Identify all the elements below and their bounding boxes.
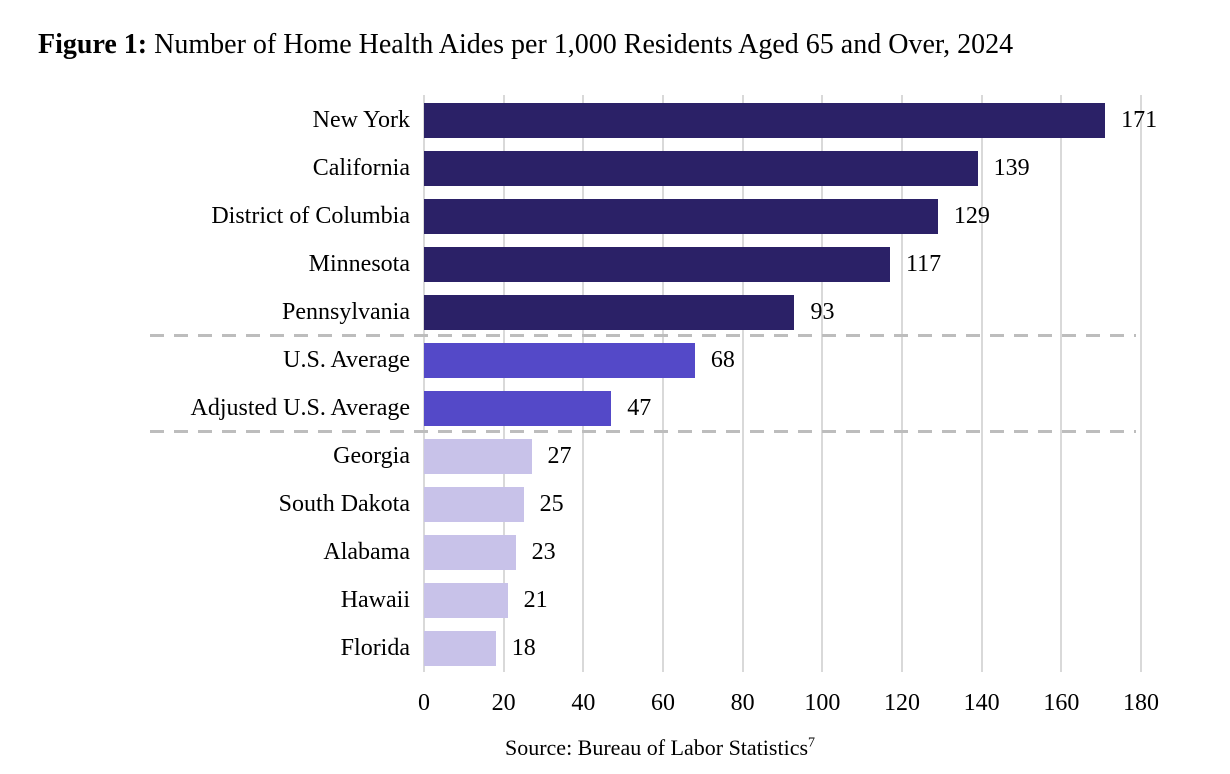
category-label: California bbox=[312, 154, 410, 181]
value-label: 21 bbox=[523, 586, 548, 613]
gridline-x-20 bbox=[502, 95, 505, 672]
gridline-x-40 bbox=[582, 95, 585, 672]
value-label: 117 bbox=[906, 250, 942, 277]
bar-wrap: 25 bbox=[424, 486, 1230, 522]
value-label: 139 bbox=[993, 154, 1030, 181]
x-tick-label: 60 bbox=[651, 690, 675, 716]
gridline-x-60 bbox=[662, 95, 664, 672]
chart-title-text: Number of Home Health Aides per 1,000 Re… bbox=[147, 29, 1014, 60]
group-separator-dashed-line bbox=[150, 430, 1136, 433]
category-label: U.S. Average bbox=[283, 346, 410, 373]
source-caption: Source: Bureau of Labor Statistics7 bbox=[505, 735, 815, 761]
bar-wrap: 27 bbox=[424, 438, 1230, 474]
x-tick-label: 0 bbox=[418, 690, 430, 716]
bar-row: California 139 bbox=[0, 144, 1230, 192]
bar bbox=[424, 486, 524, 522]
plot-area bbox=[423, 95, 1164, 672]
bar-row: Hawaii 21 bbox=[0, 576, 1230, 624]
category-label: Adjusted U.S. Average bbox=[190, 394, 410, 421]
value-label: 171 bbox=[1121, 106, 1158, 133]
source-footnote-marker: 7 bbox=[808, 735, 816, 751]
category-label: District of Columbia bbox=[211, 202, 410, 229]
category-label: Pennsylvania bbox=[282, 298, 410, 325]
bar-wrap: 68 bbox=[424, 342, 1230, 378]
source-text: Source: Bureau of Labor Statistics bbox=[504, 735, 809, 760]
bar-row: Georgia 27 bbox=[0, 432, 1230, 480]
x-tick-label: 80 bbox=[730, 690, 755, 716]
value-label: 47 bbox=[627, 394, 652, 421]
bar bbox=[424, 630, 496, 666]
x-tick-label: 40 bbox=[571, 690, 596, 716]
gridline-x-180 bbox=[1140, 95, 1142, 672]
x-tick-label: 20 bbox=[491, 690, 516, 716]
bar-wrap: 117 bbox=[424, 246, 1230, 282]
bar-wrap: 139 bbox=[424, 150, 1230, 186]
bar bbox=[424, 582, 508, 618]
category-label: Alabama bbox=[323, 538, 410, 565]
bar bbox=[424, 438, 532, 474]
value-label: 25 bbox=[539, 490, 564, 517]
category-label: Georgia bbox=[333, 442, 410, 469]
bar-wrap: 18 bbox=[424, 630, 1230, 666]
gridline-x-160 bbox=[1060, 95, 1063, 672]
value-label: 18 bbox=[511, 634, 536, 661]
x-tick-label: 160 bbox=[1043, 690, 1080, 716]
value-label: 23 bbox=[531, 538, 556, 565]
category-label: Florida bbox=[340, 634, 410, 661]
x-tick-label: 180 bbox=[1123, 690, 1159, 716]
bar bbox=[424, 534, 516, 570]
category-label: Minnesota bbox=[308, 250, 410, 277]
value-label: 27 bbox=[547, 442, 572, 469]
chart-title-prefix: Figure 1: bbox=[38, 29, 148, 60]
bar-row: U.S. Average 68 bbox=[0, 336, 1230, 384]
bar-wrap: 21 bbox=[424, 582, 1230, 618]
gridline-x-120 bbox=[901, 95, 903, 672]
bar-wrap: 23 bbox=[424, 534, 1230, 570]
gridline-x-140 bbox=[980, 95, 983, 672]
bar-rows: New York 171 California 139 District of Colu… bbox=[0, 96, 1230, 672]
bar-row: Pennsylvania 93 bbox=[0, 288, 1230, 336]
bar-row: Adjusted U.S. Average 47 bbox=[0, 384, 1230, 432]
category-label: Hawaii bbox=[340, 586, 410, 613]
bar-row: District of Columbia 129 bbox=[0, 192, 1230, 240]
bar-row: Minnesota 117 bbox=[0, 240, 1230, 288]
group-separator-dashed-line bbox=[150, 334, 1136, 337]
bar-wrap: 129 bbox=[424, 198, 1230, 234]
value-label: 129 bbox=[953, 202, 990, 229]
x-tick-label: 100 bbox=[804, 690, 841, 716]
value-label: 68 bbox=[710, 346, 735, 373]
bar bbox=[424, 198, 938, 234]
bar bbox=[424, 246, 891, 282]
bar bbox=[424, 342, 695, 378]
bar-wrap: 47 bbox=[424, 390, 1230, 426]
x-tick-label: 120 bbox=[884, 690, 920, 716]
bar bbox=[424, 102, 1106, 138]
gridline-x-80 bbox=[741, 95, 744, 672]
bar-wrap: 93 bbox=[424, 294, 1230, 330]
chart-title: Figure 1: Number of Home Health Aides pe… bbox=[38, 28, 1013, 62]
bar-wrap: 171 bbox=[424, 102, 1230, 138]
x-tick-label: 140 bbox=[963, 690, 1000, 716]
bar-row: South Dakota 25 bbox=[0, 480, 1230, 528]
bar-row: New York 171 bbox=[0, 96, 1230, 144]
gridline-x-0 bbox=[423, 95, 425, 672]
category-label: South Dakota bbox=[278, 490, 410, 517]
bar-row: Alabama 23 bbox=[0, 528, 1230, 576]
bar-row: Florida 18 bbox=[0, 624, 1230, 672]
value-label: 93 bbox=[810, 298, 835, 325]
bar bbox=[424, 294, 795, 330]
category-label: New York bbox=[312, 106, 410, 133]
bar bbox=[424, 390, 612, 426]
gridline-x-100 bbox=[821, 95, 824, 672]
bar bbox=[424, 150, 978, 186]
